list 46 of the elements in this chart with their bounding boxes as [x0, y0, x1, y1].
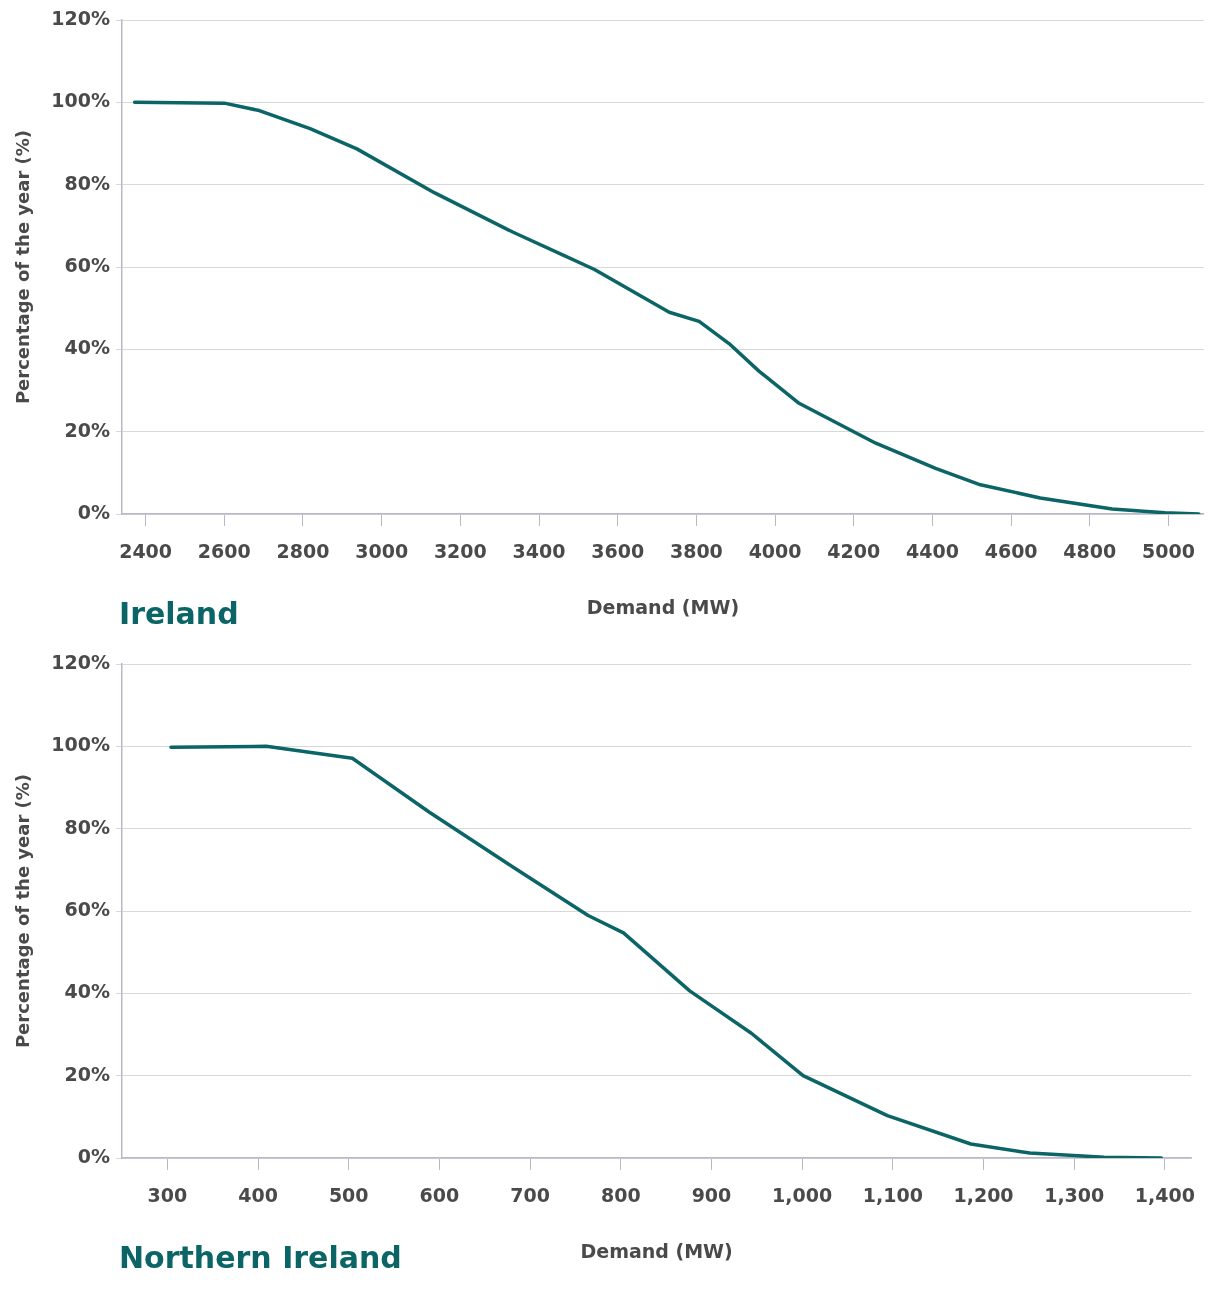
y-tick-label: 100%	[51, 733, 110, 756]
y-tick-label: 120%	[51, 650, 110, 673]
y-tick-label: 80%	[64, 171, 110, 194]
x-tick-label: 700	[510, 1184, 550, 1207]
x-tick-label: 300	[147, 1184, 188, 1207]
y-tick-label: 0%	[77, 500, 110, 523]
x-tick-label: 3200	[433, 540, 487, 563]
x-tick-label: 1,100	[862, 1184, 923, 1207]
y-tick-label: 60%	[64, 253, 110, 276]
y-tick-label: 20%	[64, 418, 110, 441]
x-tick-label: 2800	[276, 540, 330, 563]
y-tick-label: 20%	[64, 1062, 110, 1085]
y-tick-label: 80%	[64, 815, 110, 838]
x-tick-label: 2600	[197, 540, 251, 563]
x-tick-label: 3600	[591, 540, 645, 563]
y-tick-label: 100%	[51, 89, 110, 112]
x-tick-label: 4800	[1063, 540, 1117, 563]
y-axis-title: Percentage of the year (%)	[11, 773, 33, 1049]
text: Ireland	[119, 595, 239, 631]
y-axis-title: Percentage of the year (%)	[11, 129, 33, 405]
y-tick-label: 40%	[64, 980, 110, 1003]
x-tick-label: 4600	[984, 540, 1038, 563]
x-tick-label: 600	[419, 1184, 460, 1207]
x-tick-label: 4200	[827, 540, 881, 563]
x-tick-label: 5000	[1142, 540, 1195, 563]
x-tick-label: 4400	[906, 540, 959, 563]
x-tick-label: 500	[328, 1184, 369, 1207]
x-tick-label: 2400	[119, 540, 173, 563]
x-tick-label: 1,400	[1134, 1184, 1195, 1207]
x-tick-label: 3000	[355, 540, 409, 563]
y-tick-label: 0%	[77, 1144, 110, 1167]
x-tick-label: 4000	[748, 540, 802, 563]
x-tick-label: 800	[600, 1184, 641, 1207]
x-tick-label: 1,300	[1044, 1184, 1105, 1207]
x-tick-label: 900	[691, 1184, 732, 1207]
y-tick-label: 40%	[64, 336, 110, 359]
y-tick-label: 120%	[51, 6, 110, 29]
x-tick-label: 3400	[512, 540, 566, 563]
x-axis-title: Demand (MW)	[586, 595, 740, 618]
text: Northern Ireland	[119, 1239, 402, 1275]
y-tick-label: 60%	[64, 897, 110, 920]
x-tick-label: 1,200	[953, 1184, 1014, 1207]
x-tick-label: 400	[238, 1184, 278, 1207]
x-tick-label: 3800	[669, 540, 723, 563]
x-tick-label: 1,000	[772, 1184, 833, 1207]
x-axis-title: Demand (MW)	[580, 1239, 733, 1262]
